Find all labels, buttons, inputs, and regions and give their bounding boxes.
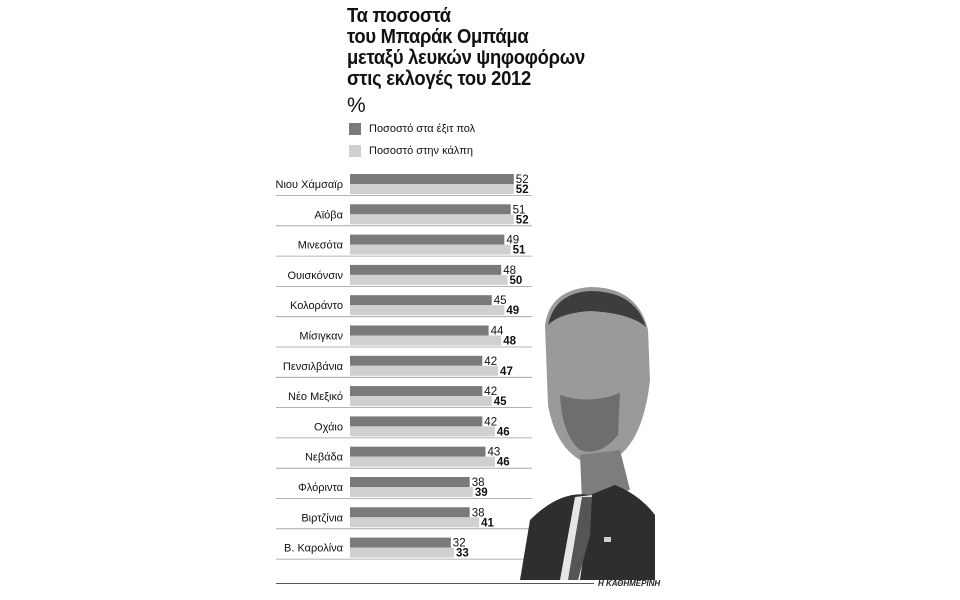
value-label-exit-poll: 38 [472,477,485,489]
category-label: Μινεσότα [298,240,344,252]
bar-exit-poll [350,325,489,336]
bar-exit-poll [350,507,470,518]
legend-item-exit-poll: Ποσοστό στα έξιτ πολ [349,123,475,135]
value-label-exit-poll: 42 [484,356,497,368]
value-label-exit-poll: 44 [491,326,504,338]
source-divider [276,583,594,584]
value-label-ballot: 45 [494,396,507,408]
value-label-ballot: 52 [516,184,529,196]
category-label: Κολοράντο [290,300,343,312]
value-label-exit-poll: 52 [516,174,529,186]
value-label-ballot: 39 [475,487,488,499]
category-label: Πενσιλβάνια [283,361,344,373]
bar-exit-poll [350,174,514,184]
bar-exit-poll [350,386,483,397]
value-label-exit-poll: 48 [503,265,516,277]
bar-ballot [350,184,514,194]
bar-exit-poll [350,446,486,457]
value-label-ballot: 48 [503,336,516,348]
value-label-ballot: 33 [456,548,469,560]
title-line-2: του Μπαράκ Ομπάμα [347,26,529,48]
bar-exit-poll [350,355,483,366]
value-label-ballot: 49 [506,305,519,317]
bar-exit-poll [350,416,483,427]
value-label-exit-poll: 45 [494,295,507,307]
title-line-3: μεταξύ λευκών ψηφοφόρων [347,47,585,69]
category-label: Αϊόβα [314,209,343,221]
value-label-exit-poll: 38 [472,507,485,519]
legend-item-ballot: Ποσοστό στην κάλπη [349,145,473,157]
bar-exit-poll [350,204,511,215]
value-label-exit-poll: 49 [506,235,519,247]
chart-title: Τα ποσοστά του Μπαράκ Ομπάμα μεταξύ λευκ… [347,6,641,90]
portrait-illustration [520,287,655,580]
value-label-exit-poll: 43 [487,447,500,459]
value-label-ballot: 50 [510,275,523,287]
title-line-4: στις εκλογές του 2012 [347,68,531,90]
bar-ballot [350,214,514,225]
source-credit: Η ΚΑΘΗΜΕΡΙΝΗ [598,579,661,588]
bar-exit-poll [350,295,492,306]
legend-swatch-exit-poll [349,123,361,135]
value-label-exit-poll: 51 [513,204,526,216]
bar-ballot [350,244,511,255]
bar-exit-poll [350,477,470,487]
value-label-exit-poll: 42 [484,416,497,428]
bar-exit-poll [350,234,505,245]
legend-swatch-ballot [349,145,361,157]
category-label: Ουισκόνσιν [287,270,343,282]
title-line-1: Τα ποσοστά [347,5,451,27]
bar-ballot [350,426,495,437]
category-label: Βιρτζίνια [301,512,343,524]
value-label-ballot: 46 [497,426,510,438]
value-label-exit-poll: 32 [453,538,466,550]
category-label: Β. Καρολίνα [284,543,344,555]
bar-ballot [350,456,495,467]
category-label: Οχάιο [314,421,343,433]
value-label-exit-poll: 42 [484,386,497,398]
bar-ballot [350,335,502,346]
bar-exit-poll [350,537,451,548]
legend-label-ballot: Ποσοστό στην κάλπη [369,145,474,157]
legend-label-exit-poll: Ποσοστό στα έξιτ πολ [369,123,476,135]
bar-ballot [350,547,454,558]
value-label-ballot: 46 [497,457,510,469]
bar-ballot [350,274,508,285]
unit-label: % [347,94,366,117]
value-label-ballot: 51 [513,245,526,257]
value-label-ballot: 52 [516,214,529,226]
value-label-ballot: 47 [500,366,513,378]
category-label: Μίσιγκαν [299,331,343,343]
bar-exit-poll [350,264,502,275]
bar-ballot [350,305,505,316]
category-label: Νιου Χάμσαϊρ [276,179,343,191]
bar-ballot [350,365,499,376]
category-label: Νεβάδα [305,452,344,464]
category-label: Νέο Μεξικό [288,391,343,403]
category-label: Φλόριντα [298,482,344,494]
bar-ballot [350,396,492,407]
bar-ballot [350,487,473,497]
value-label-ballot: 41 [481,517,494,529]
bar-ballot [350,517,480,528]
